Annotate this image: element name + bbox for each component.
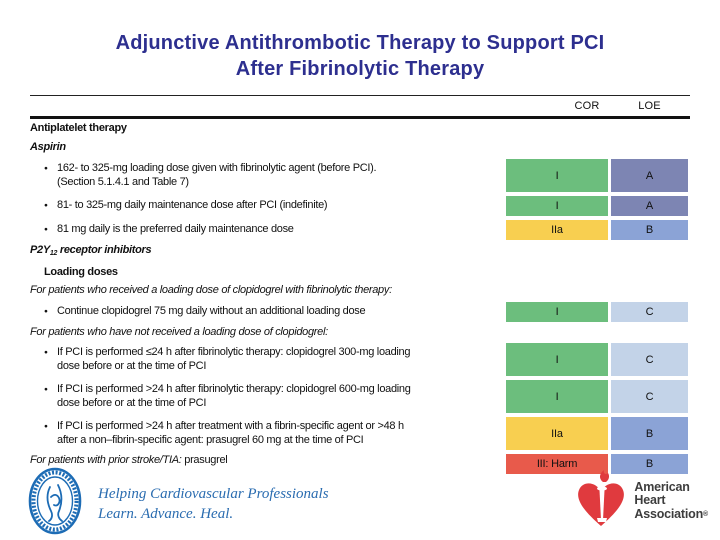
bullet-icon: ● <box>44 202 48 209</box>
aha-branding: American Heart Association® <box>573 470 708 532</box>
row-text-line: dose before or at the time of PCI <box>57 359 207 372</box>
row-text: ● 81 mg daily is the preferred daily main… <box>30 220 506 240</box>
row-text-line: Loading doses <box>44 265 118 278</box>
column-header-loe: LOE <box>638 100 661 112</box>
aha-wordmark-line2: Heart <box>634 493 666 508</box>
cor-cell: IIa <box>506 417 608 450</box>
row-text-line: If PCI is performed ≤24 h after fibrinol… <box>57 346 411 358</box>
row-text: For patients with prior stroke/TIA: pras… <box>30 454 506 474</box>
aha-wordmark-line1: American <box>634 479 690 494</box>
row-text: Aspirin <box>30 141 506 155</box>
aha-wordmark-line3: Association® <box>634 506 708 521</box>
slide-title: Adjunctive Antithrombotic Therapy to Sup… <box>0 30 720 82</box>
slide-title-line2: After Fibrinolytic Therapy <box>235 58 485 80</box>
row-text: For patients who received a loading dose… <box>30 284 506 298</box>
cor-cell: I <box>506 301 608 322</box>
table-row: For patients with prior stroke/TIA: pras… <box>30 454 690 474</box>
acc-logo <box>28 467 82 535</box>
acc-tagline-line1: Helping Cardiovascular Professionals <box>98 486 329 502</box>
row-text-line: after a non–fibrin-specific agent: prasu… <box>57 433 364 446</box>
table-row: ● 81- to 325-mg daily maintenance dose af… <box>30 196 690 216</box>
row-text-line: If PCI is performed >24 h after treatmen… <box>57 420 404 432</box>
cor-cell: I <box>506 343 608 376</box>
row-text: P2Y12 receptor inhibitors <box>30 244 506 261</box>
cor-cell: III: Harm <box>506 454 608 474</box>
table-row: Loading doses <box>30 266 690 280</box>
row-text-line: Continue clopidogrel 75 mg daily without… <box>57 304 366 317</box>
row-text-line: 162- to 325-mg loading dose given with f… <box>57 162 377 174</box>
table-row: ● Continue clopidogrel 75 mg daily withou… <box>30 301 690 322</box>
table-row: For patients who received a loading dose… <box>30 284 690 298</box>
bullet-icon: ● <box>44 226 48 233</box>
table-row: ● If PCI is performed >24 h after fibrino… <box>30 380 690 413</box>
row-text-line: 81- to 325-mg daily maintenance dose aft… <box>57 199 328 211</box>
loe-cell: C <box>611 380 688 413</box>
acc-tagline-line2: Learn. Advance. Heal. <box>98 506 234 522</box>
header-rule-thin <box>30 95 690 96</box>
loe-cell: C <box>611 343 688 376</box>
aha-logo <box>578 470 625 526</box>
row-text: ● If PCI is performed >24 h after fibrino… <box>30 380 506 413</box>
row-text-line: 81 mg daily is the preferred daily maint… <box>57 223 294 235</box>
acc-branding: Helping Cardiovascular Professionals Lea… <box>28 467 329 535</box>
table-row: ● 81 mg daily is the preferred daily main… <box>30 220 690 240</box>
row-text-line: If PCI is performed >24 h after fibrinol… <box>57 383 411 395</box>
row-text-line: For patients with prior stroke/TIA: pras… <box>30 454 228 466</box>
row-text-line: (Section 5.1.4.1 and Table 7) <box>57 175 189 188</box>
cor-cell: I <box>506 159 608 192</box>
bullet-icon: ● <box>44 423 48 430</box>
row-text-line: Aspirin <box>30 140 66 153</box>
row-text: ● If PCI is performed ≤24 h after fibrino… <box>30 343 506 376</box>
table-row: Aspirin <box>30 141 690 155</box>
cor-cell: IIa <box>506 220 608 240</box>
table-row: P2Y12 receptor inhibitors <box>30 244 690 261</box>
row-text-line: For patients who have not received a loa… <box>30 325 328 338</box>
table-row: ● 162- to 325-mg loading dose given with … <box>30 159 690 192</box>
loe-cell: B <box>611 454 688 474</box>
header-rule-thick <box>30 116 690 119</box>
loe-cell: B <box>611 417 688 450</box>
column-header-cor: COR <box>574 100 600 112</box>
row-text: ● If PCI is performed >24 h after treatme… <box>30 417 506 450</box>
bullet-icon: ● <box>44 386 48 393</box>
recommendation-table: Antiplatelet therapy Aspirin ● 162- to 325-… <box>30 122 690 478</box>
row-text-line: dose before or at the time of PCI <box>57 396 207 409</box>
bullet-icon: ● <box>44 349 48 356</box>
row-text-line: P2Y12 receptor inhibitors <box>30 244 152 257</box>
row-text: ● 81- to 325-mg daily maintenance dose af… <box>30 196 506 216</box>
table-row: ● If PCI is performed >24 h after treatme… <box>30 417 690 450</box>
row-text: ● 162- to 325-mg loading dose given with … <box>30 159 506 192</box>
row-text: Loading doses <box>30 266 506 280</box>
row-text: Antiplatelet therapy <box>30 122 506 136</box>
cor-cell: I <box>506 196 608 216</box>
row-text-line: For patients who received a loading dose… <box>30 284 392 296</box>
table-row: For patients who have not received a loa… <box>30 326 690 340</box>
loe-cell: A <box>611 159 688 192</box>
table-row: Antiplatelet therapy <box>30 122 690 136</box>
aha-wordmark: American Heart Association® <box>634 479 708 522</box>
bullet-icon: ● <box>44 165 48 172</box>
row-text-line: Antiplatelet therapy <box>30 122 127 134</box>
slide-title-line1: Adjunctive Antithrombotic Therapy to Sup… <box>115 32 605 54</box>
bullet-icon: ● <box>44 307 48 315</box>
table-row: ● If PCI is performed ≤24 h after fibrino… <box>30 343 690 376</box>
loe-cell: A <box>611 196 688 216</box>
row-text: ● Continue clopidogrel 75 mg daily withou… <box>30 302 506 322</box>
row-text: For patients who have not received a loa… <box>30 326 506 340</box>
cor-cell: I <box>506 380 608 413</box>
acc-tagline: Helping Cardiovascular Professionals Lea… <box>98 484 329 524</box>
registered-mark: ® <box>703 510 708 518</box>
loe-cell: B <box>611 220 688 240</box>
loe-cell: C <box>611 301 688 322</box>
